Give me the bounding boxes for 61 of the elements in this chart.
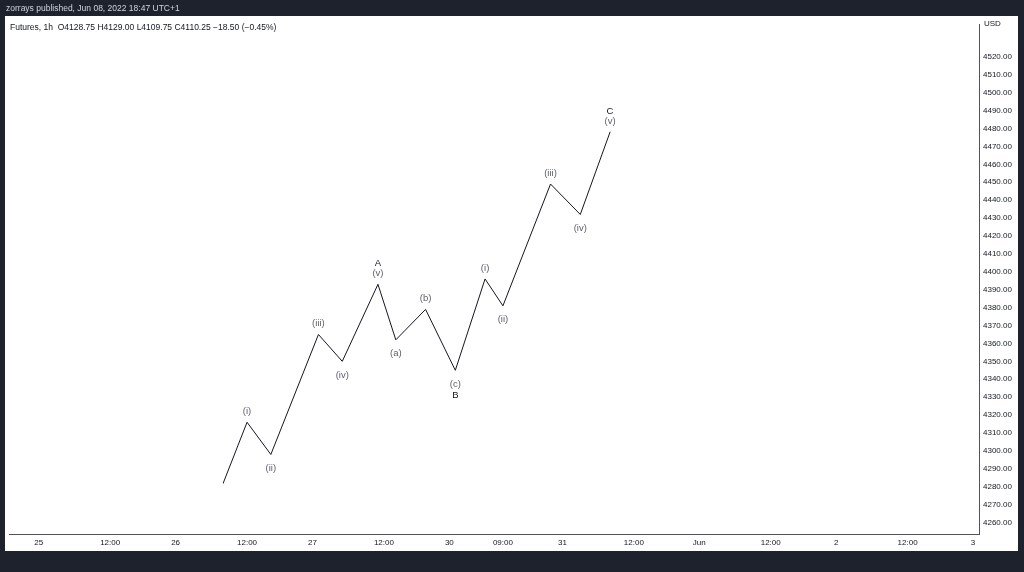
- y-tick-label: 4440.00: [983, 195, 1013, 205]
- annotation: B: [452, 388, 459, 400]
- y-tick-label: 4320.00: [983, 410, 1013, 420]
- y-tick-label: 4460.00: [983, 159, 1013, 169]
- x-tick-label: 12:00: [237, 538, 258, 547]
- y-tick-label: 4480.00: [983, 123, 1013, 133]
- y-tick-label: 4490.00: [983, 105, 1013, 115]
- y-axis-title: USD: [984, 19, 1001, 29]
- y-tick-label: 4290.00: [983, 464, 1013, 474]
- annotation: (i): [242, 404, 252, 416]
- x-tick-label: 31: [557, 538, 568, 547]
- y-tick-label: 4300.00: [983, 446, 1013, 456]
- annotation: (ii): [497, 313, 509, 325]
- y-tick-label: 4420.00: [983, 231, 1013, 241]
- x-tick-label: 25: [34, 538, 44, 547]
- y-tick-label: 4510.00: [983, 69, 1013, 79]
- x-tick-label: 3: [970, 538, 976, 547]
- x-tick-label: Jun: [692, 538, 706, 547]
- y-tick-label: 4430.00: [983, 213, 1013, 223]
- x-tick-label: 12:00: [897, 538, 919, 547]
- annotation: C: [606, 104, 614, 116]
- y-tick-label: 4310.00: [983, 428, 1013, 438]
- y-tick-label: 4470.00: [983, 141, 1013, 151]
- y-tick-label: 4370.00: [983, 320, 1013, 330]
- y-tick-label: 4260.00: [983, 517, 1013, 527]
- y-tick-label: 4330.00: [983, 392, 1013, 402]
- x-tick-label: 12:00: [760, 538, 782, 547]
- annotation: (v): [372, 266, 384, 278]
- annotation: (b): [419, 292, 432, 304]
- y-tick-label: 4280.00: [983, 481, 1013, 491]
- annotation: (c): [449, 377, 461, 389]
- y-tick-label: 4270.00: [983, 499, 1013, 509]
- y-tick-label: 4390.00: [983, 284, 1013, 294]
- annotation: (iii): [544, 166, 557, 178]
- annotation: (ii): [265, 462, 277, 474]
- y-tick-label: 4350.00: [983, 356, 1013, 366]
- annotation: (iv): [335, 368, 349, 380]
- y-tick-label: 4340.00: [983, 374, 1013, 384]
- x-tick-label: 12:00: [100, 538, 121, 547]
- x-tick-label: 12:00: [623, 538, 645, 547]
- chart-subtitle: Futures, 1h O4128.75 H4129.00 L4109.75 C4110.25 −18.50 (−0.45%): [10, 21, 277, 33]
- x-tick-label: 26: [171, 538, 181, 547]
- annotation: (v): [604, 114, 616, 126]
- y-tick-label: 4360.00: [983, 338, 1013, 348]
- y-tick-label: 4500.00: [983, 87, 1013, 97]
- annotation: (iii): [312, 317, 325, 329]
- x-tick-label: 27: [308, 538, 318, 547]
- x-tick-label: 2: [833, 538, 839, 547]
- chart-title: zorrays published, Jun 08, 2022 18:47 UTC+1: [6, 2, 180, 14]
- annotation: (iv): [573, 222, 587, 234]
- y-tick-label: 4520.00: [983, 52, 1013, 62]
- annotation: (a): [390, 347, 402, 359]
- annotation: (i): [480, 261, 490, 273]
- y-tick-label: 4400.00: [983, 266, 1013, 276]
- x-tick-label: 09:00: [492, 538, 514, 547]
- y-tick-label: 4380.00: [983, 302, 1013, 312]
- x-tick-label: 12:00: [373, 538, 395, 547]
- annotation: A: [374, 256, 382, 268]
- y-tick-label: 4410.00: [983, 249, 1013, 259]
- x-tick-label: 30: [444, 538, 455, 547]
- y-tick-label: 4450.00: [983, 177, 1013, 187]
